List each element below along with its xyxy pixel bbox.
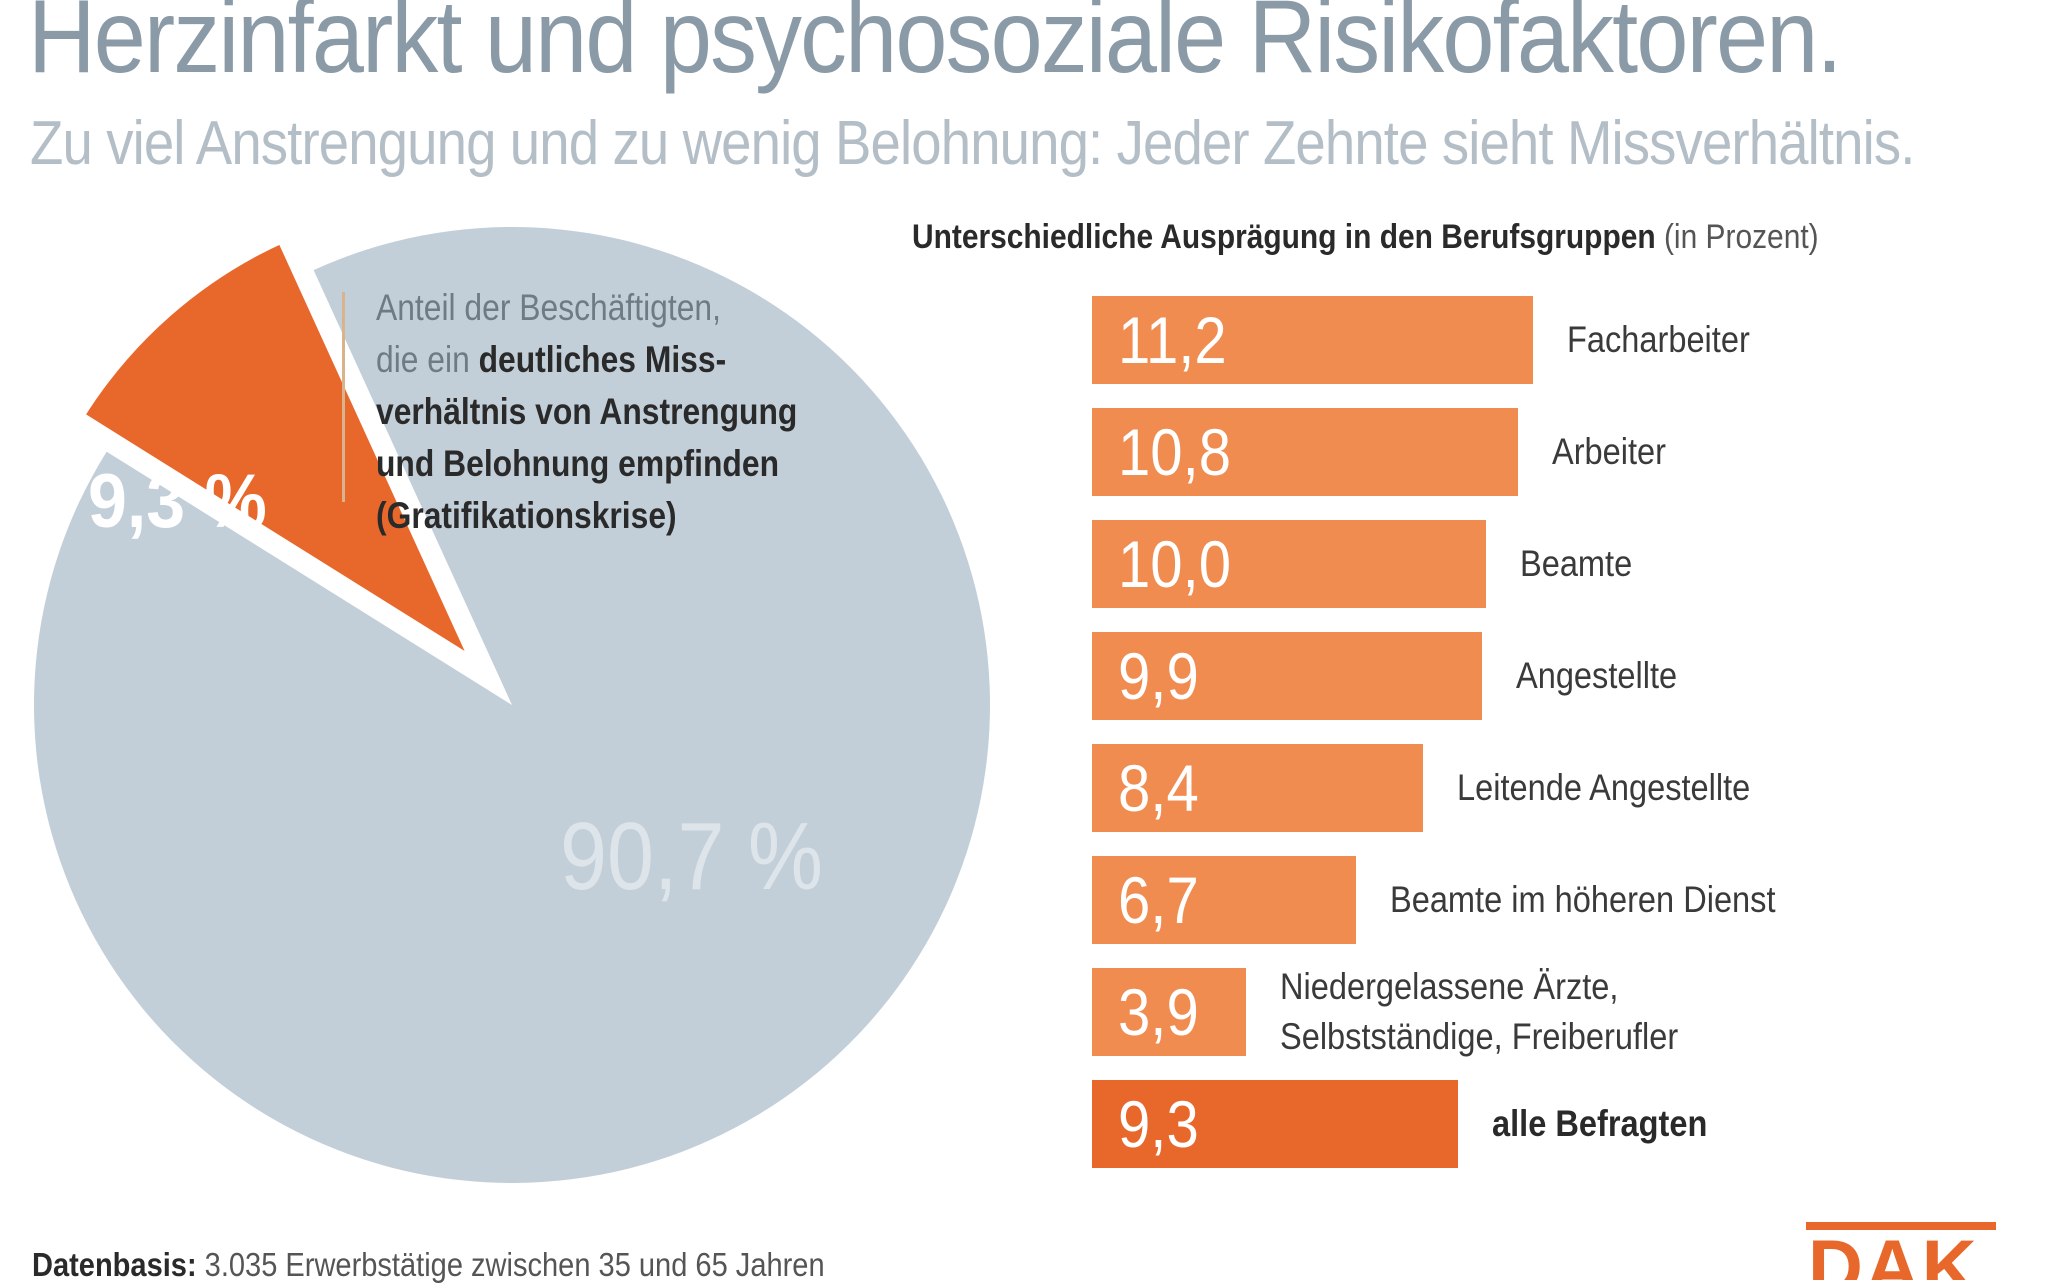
bar-value-label-2: 10,0 (1118, 527, 1232, 601)
bar-category-label-line: Beamte (1520, 543, 1633, 584)
bar-3 (1092, 632, 1483, 720)
pie-note-line-2-prefix: die ein (376, 339, 479, 380)
pie-note-line-4: und Belohnung empfinden (376, 443, 780, 484)
bar-value-label-1: 10,8 (1118, 415, 1232, 489)
pie-note: Anteil der Beschäftigten, die ein deutli… (376, 282, 858, 542)
bar-2 (1092, 520, 1486, 608)
logo-text: DAK (1808, 1225, 1979, 1281)
bar-category-label-line: Selbstständige, Freiberufler (1279, 1016, 1678, 1057)
bar-0 (1092, 296, 1534, 384)
bar-chart-unit: (in Prozent) (1663, 218, 1819, 256)
bar-value-label-5: 6,7 (1118, 863, 1199, 937)
bar-category-label-2: Beamte (1520, 539, 1632, 589)
bar-chart-heading-text: Unterschiedliche Ausprägung in den Beruf… (912, 218, 1656, 256)
footer-text: 3.035 Erwerbstätige zwischen 35 und 65 J… (204, 1246, 825, 1283)
bar-category-label-line: Arbeiter (1551, 431, 1666, 472)
pie-label-highlight: 9,3 % (88, 459, 267, 544)
pie-note-divider (342, 292, 345, 502)
bar-value-label-3: 9,9 (1118, 639, 1199, 713)
bar-category-label-4: Leitende Angestellte (1457, 763, 1750, 813)
bar-category-label-line: Facharbeiter (1567, 319, 1751, 360)
bar-1 (1092, 408, 1518, 496)
pie-note-line-2: die ein deutliches Miss- (376, 334, 858, 386)
footer-label: Datenbasis: (32, 1246, 197, 1283)
page-subtitle: Zu viel Anstrengung und zu wenig Belohnu… (30, 109, 1915, 178)
bar-category-label-6: Niedergelassene Ärzte, Selbstständige, Fr… (1280, 962, 1678, 1062)
pie-note-line-1: Anteil der Beschäftigten, (376, 287, 721, 328)
bar-chart-heading: Unterschiedliche Ausprägung in den Beruf… (912, 218, 1819, 257)
bar-value-label-6: 3,9 (1118, 975, 1199, 1049)
bar-category-label-line: Beamte im höheren Dienst (1389, 879, 1776, 920)
pie-slice-highlight (75, 234, 483, 672)
footer-source: Datenbasis: 3.035 Erwerbstätige zwischen… (32, 1246, 825, 1284)
bar-category-label-1: Arbeiter (1552, 427, 1666, 477)
bar-category-label-5: Beamte im höheren Dienst (1390, 875, 1775, 925)
bar-category-label-7: alle Befragten (1492, 1099, 1707, 1149)
bar-category-label-line: Leitende Angestellte (1456, 767, 1751, 808)
bar-category-label-0: Facharbeiter (1567, 315, 1750, 365)
pie-chart (34, 227, 990, 1184)
bar-7 (1092, 1080, 1459, 1168)
pie-slice-main (34, 227, 990, 1184)
bar-category-label-line: Angestellte (1516, 655, 1678, 696)
bar-value-label-7: 9,3 (1118, 1087, 1199, 1161)
bar-value-label-0: 11,2 (1118, 303, 1227, 377)
logo-bar (1806, 1222, 1996, 1230)
bar-5 (1092, 856, 1356, 944)
bar-category-label-line: alle Befragten (1492, 1103, 1708, 1144)
dak-logo: DAK (1806, 1222, 1996, 1280)
bar-value-label-4: 8,4 (1118, 751, 1199, 825)
pie-label-main: 90,7 % (560, 803, 824, 910)
bar-category-label-line: Niedergelassene Ärzte, (1279, 966, 1619, 1007)
page-title: Herzinfarkt und psychosoziale Risikofakt… (28, 0, 1842, 95)
pie-note-line-3: verhältnis von Anstrengung (376, 391, 798, 432)
pie-note-line-2-bold: deutliches Miss- (478, 339, 727, 380)
pie-note-line-5: (Gratifikationskrise) (376, 495, 677, 536)
bar-4 (1092, 744, 1423, 832)
bar-category-label-3: Angestellte (1516, 651, 1677, 701)
bar-6 (1092, 968, 1246, 1056)
